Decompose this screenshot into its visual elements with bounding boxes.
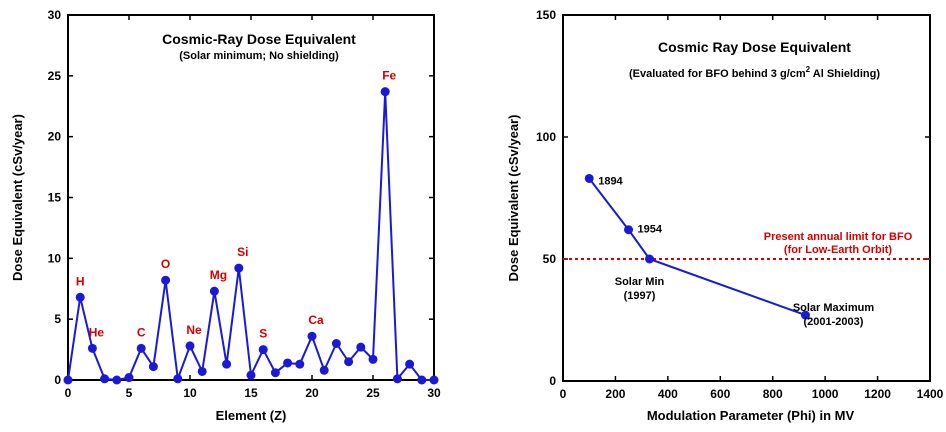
left-data-point xyxy=(112,375,122,385)
element-label: C xyxy=(137,325,146,339)
left-data-point xyxy=(417,375,427,385)
point-label: Solar Min xyxy=(615,276,665,288)
right-chart: 0 200 400 600 800 1000 1200 1400 0 50 100 150 Cosmic… xyxy=(506,8,944,423)
left-y-axis-label: Dose Equivalent (cSv/year) xyxy=(10,114,25,281)
left-data-point xyxy=(392,374,402,384)
left-data-point xyxy=(380,87,390,97)
right-x-tick-label: 200 xyxy=(605,387,625,401)
right-x-tick-label: 1000 xyxy=(812,387,839,401)
right-x-tick-label: 1200 xyxy=(864,387,891,401)
point-label: (2001-2003) xyxy=(804,316,864,328)
right-plot-frame xyxy=(562,14,931,382)
left-y-tick-label: 10 xyxy=(48,251,62,265)
left-data-point xyxy=(161,275,171,285)
left-data-point xyxy=(319,365,329,375)
left-x-tick-label: 0 xyxy=(65,386,72,400)
left-data-point xyxy=(283,358,293,368)
left-data-point xyxy=(209,286,219,296)
right-y-tick-label: 0 xyxy=(549,374,556,388)
point-label: 1894 xyxy=(598,175,623,187)
right-chart-subtitle: (Evaluated for BFO behind 3 g/cm2 Al Shi… xyxy=(629,65,880,80)
right-chart-title: Cosmic Ray Dose Equivalent xyxy=(658,39,851,55)
left-data-point xyxy=(124,373,134,383)
element-label: O xyxy=(161,257,170,271)
point-label: (1997) xyxy=(624,290,656,302)
right-series-line xyxy=(588,177,806,317)
left-data-point xyxy=(270,368,280,378)
left-data-point xyxy=(258,345,268,355)
left-series-line xyxy=(67,91,434,382)
left-data-point xyxy=(356,342,366,352)
element-label: S xyxy=(259,327,267,341)
left-y-tick-label: 0 xyxy=(54,373,61,387)
left-data-point xyxy=(197,366,207,376)
left-data-point xyxy=(63,375,73,385)
left-data-point xyxy=(368,354,378,364)
left-data-point xyxy=(136,343,146,353)
left-data-point xyxy=(100,374,110,384)
left-chart-title: Cosmic-Ray Dose Equivalent xyxy=(162,31,356,47)
point-label: 1954 xyxy=(638,224,663,236)
left-data-point xyxy=(429,375,439,385)
right-x-tick-label: 600 xyxy=(710,387,730,401)
element-label: Mg xyxy=(210,268,227,282)
right-x-tick-label: 1400 xyxy=(917,387,944,401)
left-x-tick-label: 15 xyxy=(244,386,258,400)
right-x-tick-label: 800 xyxy=(763,387,783,401)
right-y-tick-label: 100 xyxy=(536,130,556,144)
left-plot-frame xyxy=(67,14,435,381)
left-chart: 0 5 10 15 20 25 30 0 5 10 15 20 25 30 Cosmic-Ray Dose … xyxy=(10,8,441,423)
element-label: He xyxy=(89,325,105,339)
element-label: Si xyxy=(237,245,248,259)
right-data-point xyxy=(645,254,655,264)
right-data-point xyxy=(624,225,634,235)
right-data-point xyxy=(584,173,594,183)
left-x-tick-label: 10 xyxy=(183,386,197,400)
right-y-axis-label: Dose Equivalent (cSv/year) xyxy=(506,115,521,282)
left-y-tick-label: 30 xyxy=(48,8,62,22)
right-x-axis-label: Modulation Parameter (Phi) in MV xyxy=(647,408,855,423)
right-y-tick-label: 50 xyxy=(543,252,557,266)
left-data-point xyxy=(246,370,256,380)
element-label: Ca xyxy=(308,313,324,327)
left-y-tick-label: 20 xyxy=(48,130,62,144)
left-data-point xyxy=(405,359,415,369)
left-x-tick-label: 5 xyxy=(126,386,133,400)
left-data-point xyxy=(87,343,97,353)
left-data-point xyxy=(222,359,232,369)
left-y-tick-label: 25 xyxy=(48,69,62,83)
element-label: Ne xyxy=(186,323,202,337)
right-x-tick-label: 400 xyxy=(658,387,678,401)
left-data-point xyxy=(75,292,85,302)
left-x-tick-label: 25 xyxy=(366,386,380,400)
left-data-point xyxy=(173,374,183,384)
left-data-point xyxy=(331,339,341,348)
left-y-tick-label: 5 xyxy=(54,312,61,326)
point-label: Solar Maximum xyxy=(793,302,875,314)
left-data-point xyxy=(185,341,195,351)
right-y-tick-label: 150 xyxy=(536,8,556,22)
left-data-point xyxy=(307,331,317,341)
left-data-point xyxy=(344,357,354,367)
left-data-point xyxy=(234,263,244,273)
element-label: Fe xyxy=(382,69,396,83)
right-data-point xyxy=(800,310,810,320)
left-data-point xyxy=(148,362,158,372)
left-x-tick-label: 30 xyxy=(427,386,441,400)
left-data-point xyxy=(295,359,305,369)
element-label: H xyxy=(76,274,85,288)
limit-line-label: Present annual limit for BFO xyxy=(764,231,913,243)
left-chart-subtitle: (Solar minimum; No shielding) xyxy=(179,50,339,62)
right-x-tick-label: 0 xyxy=(560,387,567,401)
left-x-axis-label: Element (Z) xyxy=(216,408,287,423)
left-y-tick-label: 15 xyxy=(48,191,62,205)
limit-line-sublabel: (for Low-Earth Orbit) xyxy=(784,244,892,256)
left-x-tick-label: 20 xyxy=(305,386,319,400)
